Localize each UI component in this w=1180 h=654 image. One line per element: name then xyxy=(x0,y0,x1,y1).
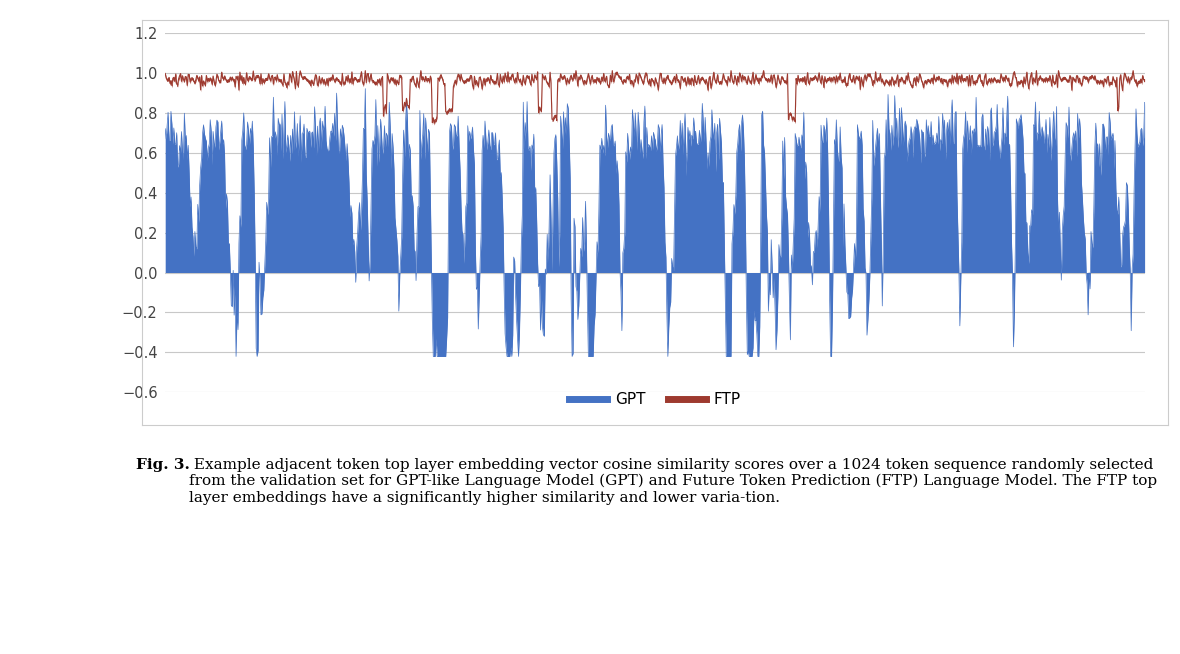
Text: Fig. 3.: Fig. 3. xyxy=(136,458,190,472)
Text: Example adjacent token top layer embedding vector cosine similarity scores over : Example adjacent token top layer embeddi… xyxy=(189,458,1156,505)
Legend: GPT, FTP: GPT, FTP xyxy=(563,386,747,413)
